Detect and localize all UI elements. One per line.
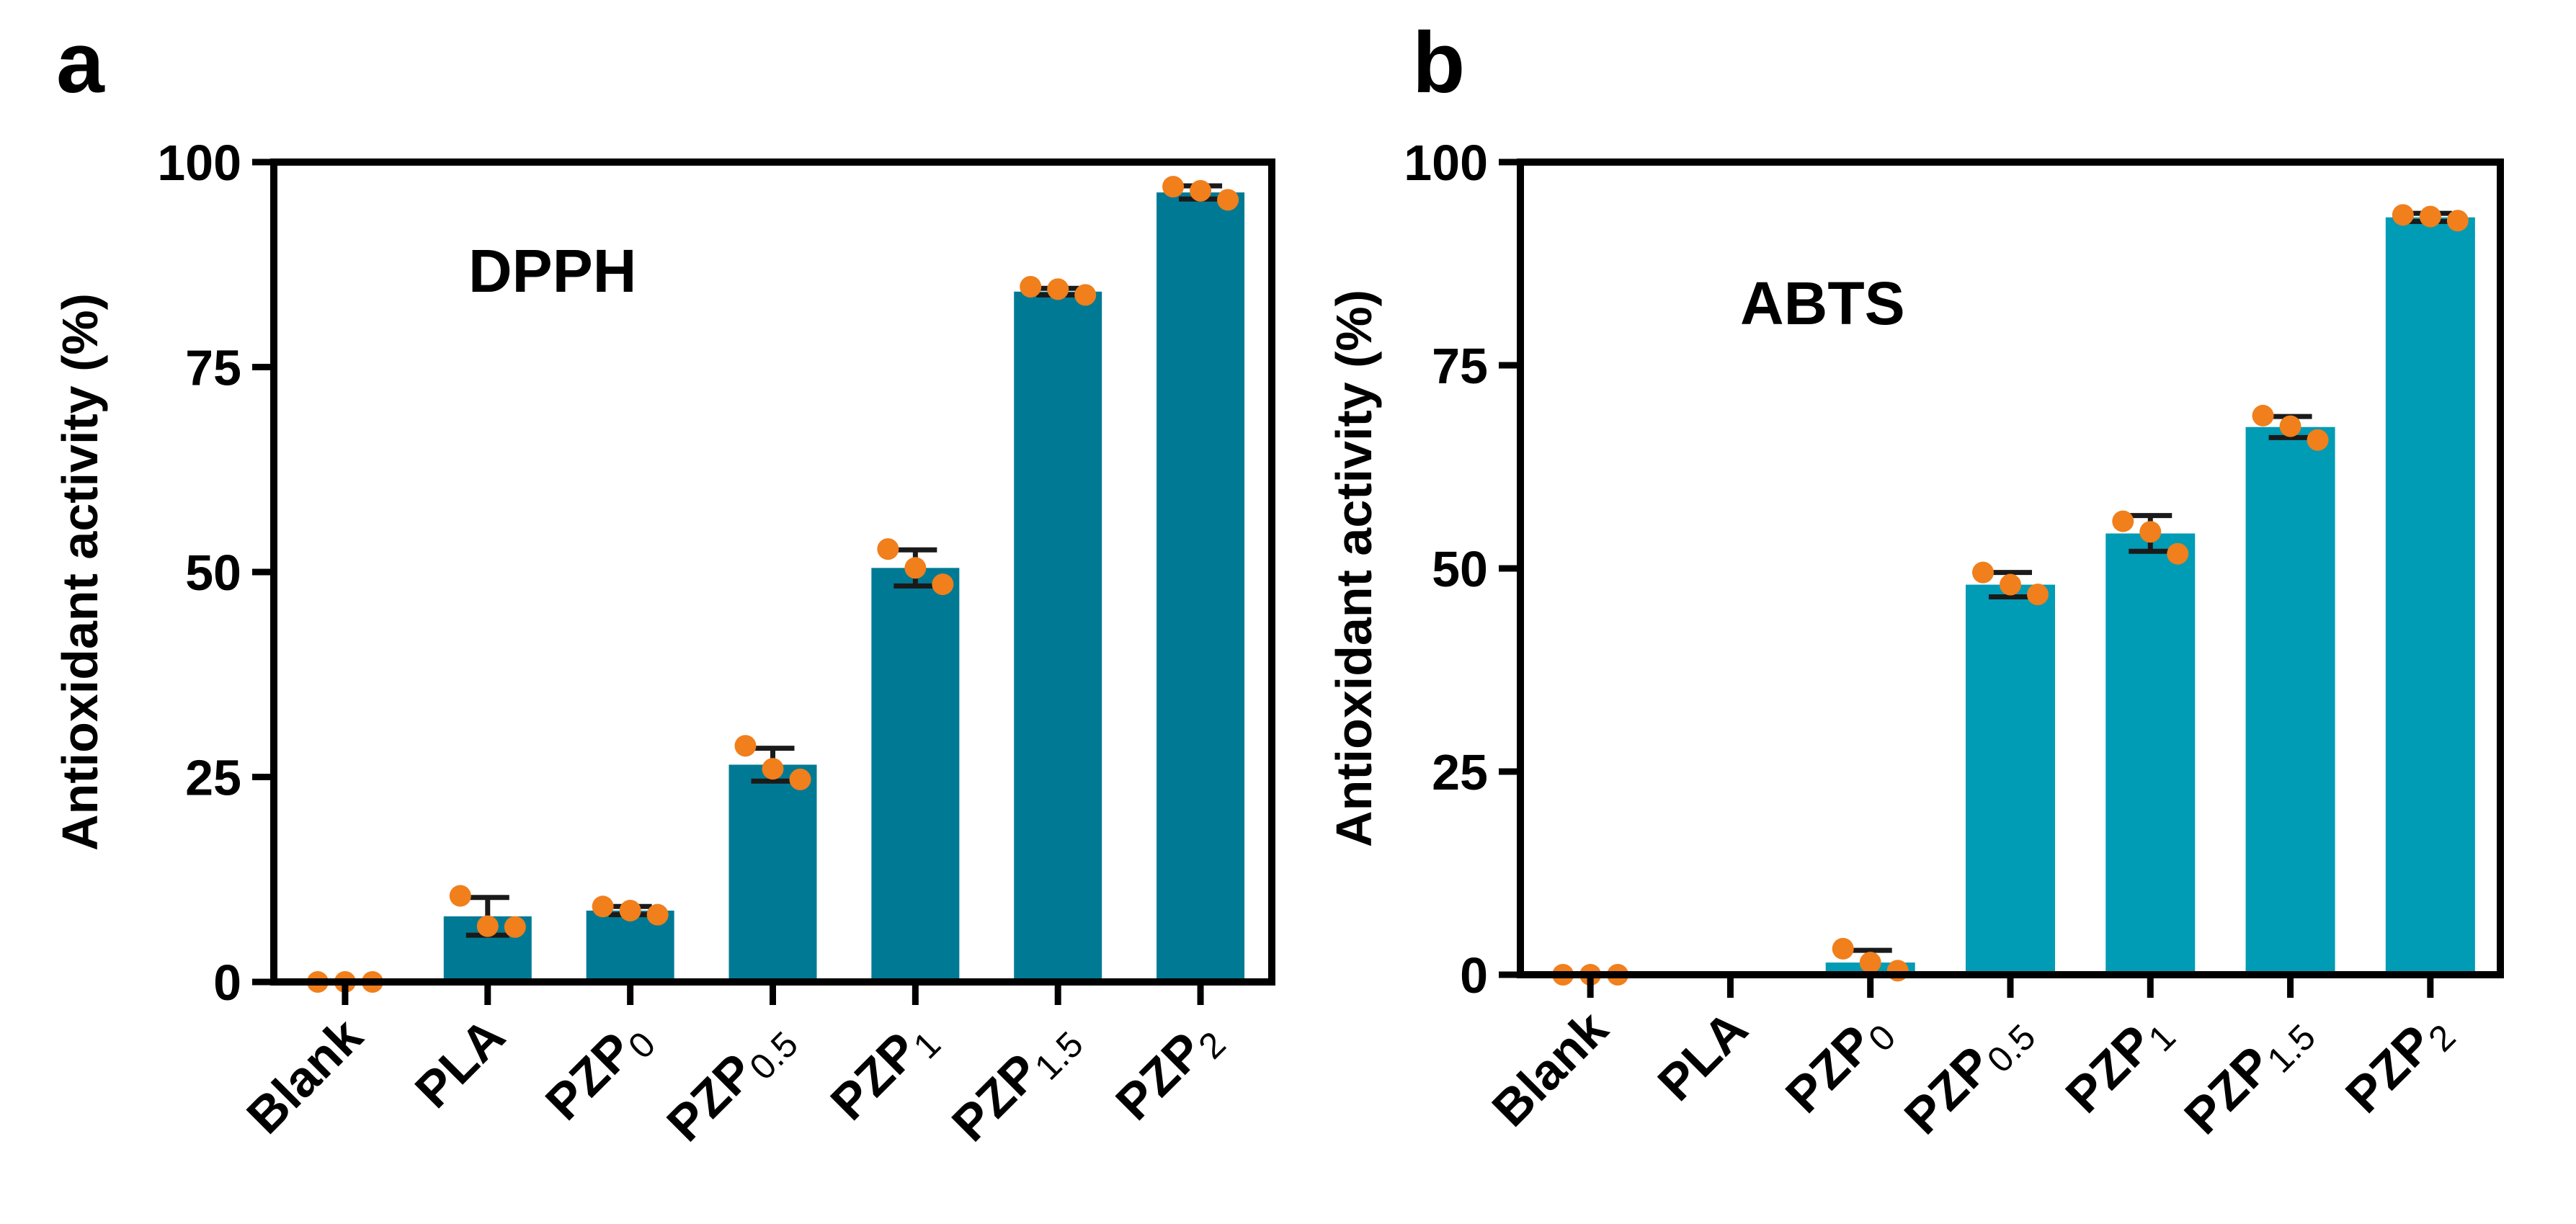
x-tick-label-base: Blank [236, 1007, 373, 1144]
y-tick-label: 25 [1432, 744, 1488, 800]
x-tick-label: PLA [1647, 1000, 1758, 1111]
data-point [2000, 573, 2021, 596]
y-tick-label: 50 [1432, 541, 1488, 597]
y-axis-label: Antioxidant activity (%) [52, 293, 108, 851]
x-tick-label: Blank [1481, 1000, 1618, 1137]
chart-title: ABTS [1740, 269, 1905, 337]
data-point [1190, 179, 1212, 202]
bar [2105, 533, 2196, 975]
data-point [1972, 561, 1994, 584]
bar [2385, 217, 2475, 975]
data-point [2446, 210, 2469, 232]
data-point [2112, 510, 2134, 532]
data-point [592, 895, 614, 918]
x-tick-label: PZP1.5 [2174, 1000, 2324, 1150]
data-point [1217, 189, 1239, 211]
x-tick-label: PZP2 [2335, 1000, 2463, 1128]
data-point [904, 557, 927, 579]
bar [1156, 192, 1245, 983]
data-point [2252, 404, 2274, 426]
x-tick-label: PLA [404, 1007, 515, 1118]
x-tick-label: PZP1.5 [941, 1007, 1091, 1157]
x-tick-label: PZP0 [535, 1007, 663, 1135]
data-point [646, 903, 669, 926]
data-point [734, 735, 757, 757]
data-point [2027, 584, 2049, 606]
x-tick-label-base: PLA [404, 1007, 515, 1118]
x-tick-label: PZP1 [820, 1007, 948, 1135]
chart-title: DPPH [468, 237, 636, 305]
data-point [1859, 952, 1881, 974]
data-point [2392, 204, 2414, 226]
bar [871, 568, 960, 982]
data-point [449, 885, 471, 907]
data-point [1047, 278, 1069, 300]
data-point [2419, 205, 2441, 228]
data-point [476, 915, 499, 937]
y-tick-label: 0 [1460, 947, 1488, 1004]
x-tick-label: PZP0.5 [656, 1007, 806, 1157]
x-tick-label: PZP2 [1105, 1007, 1234, 1135]
y-tick-label: 25 [185, 750, 241, 806]
bar [1014, 291, 1102, 983]
y-tick-label: 100 [157, 135, 241, 191]
x-tick-label: PZP1 [2055, 1000, 2183, 1128]
panel-letter: a [56, 14, 105, 111]
panel-b: b ABTS Antioxidant activity (%) 0 25 50 75 100 B… [1326, 14, 2504, 1150]
y-tick-label: 75 [1432, 338, 1488, 394]
x-tick-label-base: PLA [1647, 1000, 1758, 1111]
panel-letter: b [1412, 14, 1465, 111]
x-tick-label: PZP0.5 [1894, 1000, 2044, 1150]
y-tick-label: 75 [185, 340, 241, 396]
data-point [1074, 284, 1097, 306]
data-point [789, 768, 811, 790]
data-point [2279, 415, 2301, 437]
x-tick-label: PZP0 [1775, 1000, 1903, 1128]
y-tick-label: 100 [1404, 135, 1488, 191]
x-tick-label-base: Blank [1481, 1000, 1618, 1137]
bar [728, 764, 817, 982]
data-point [619, 899, 641, 921]
data-point [1162, 176, 1185, 198]
y-axis-label: Antioxidant activity (%) [1326, 290, 1382, 847]
data-point [2167, 542, 2189, 565]
data-point [877, 538, 899, 560]
data-point [1832, 937, 1854, 960]
data-point [2307, 429, 2329, 451]
data-point [762, 758, 784, 780]
bar [2245, 426, 2335, 975]
data-point [504, 916, 526, 938]
y-tick-label: 0 [213, 955, 241, 1011]
bar [1966, 584, 2055, 975]
data-point [932, 573, 954, 596]
x-tick-label: Blank [236, 1007, 373, 1144]
plot-frame [270, 158, 1275, 986]
y-tick-label: 50 [185, 545, 241, 601]
panel-a: a DPPH Antioxidant activity (%) 0 25 50 75 100 B… [52, 14, 1275, 1157]
data-point [1020, 275, 1042, 298]
data-point [2139, 521, 2162, 543]
plot-frame [1517, 158, 2504, 978]
